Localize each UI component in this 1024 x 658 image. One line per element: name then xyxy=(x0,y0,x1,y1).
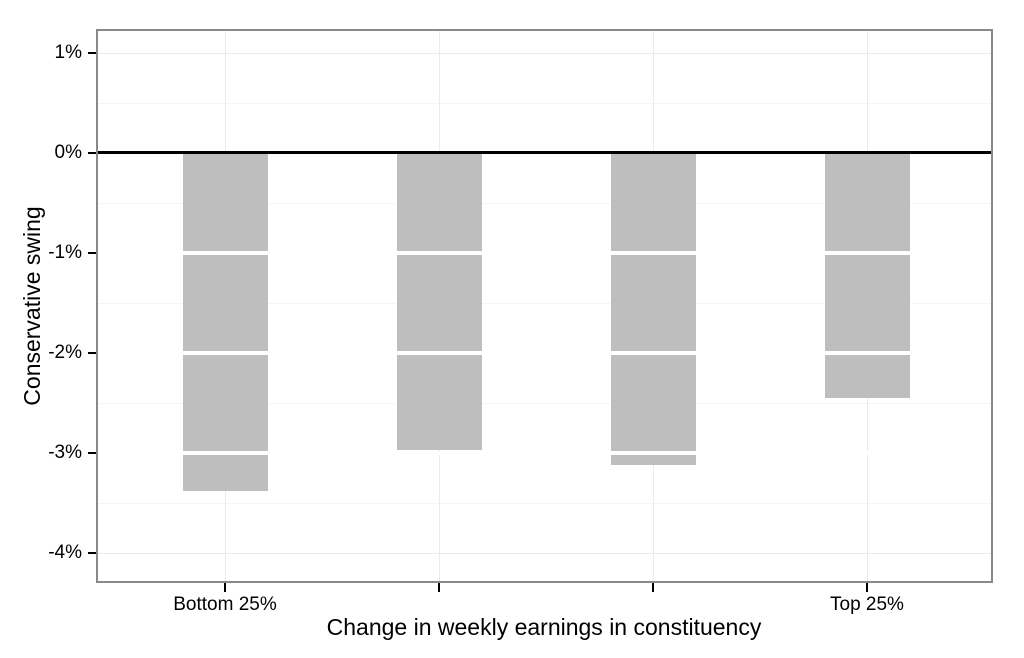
bar-4 xyxy=(824,153,910,398)
y-axis-tick-label: 0% xyxy=(54,142,82,163)
zero-line xyxy=(98,151,991,154)
overlay-layer xyxy=(98,31,991,581)
gridline-minor-horizontal xyxy=(98,403,991,404)
x-axis-title: Change in weekly earnings in constituenc… xyxy=(326,614,762,640)
gridline-major-horizontal xyxy=(98,553,991,554)
y-axis-tick-label: -2% xyxy=(48,342,82,363)
x-axis-tick xyxy=(652,583,654,592)
y-axis-tick-label: 1% xyxy=(54,42,82,63)
x-axis-tick-label: Top 25% xyxy=(830,594,904,615)
segment-divider xyxy=(98,351,991,355)
y-axis-tick xyxy=(88,252,96,254)
y-axis-tick xyxy=(88,452,96,454)
y-axis-tick-label: -3% xyxy=(48,442,82,463)
y-axis-tick xyxy=(88,152,96,154)
x-axis-tick xyxy=(866,583,868,592)
plot-panel xyxy=(96,29,993,583)
gridline-major-horizontal xyxy=(98,53,991,54)
segment-divider xyxy=(98,451,991,455)
x-axis-tick xyxy=(438,583,440,592)
x-axis-tick-label: Bottom 25% xyxy=(173,594,277,615)
bar-2 xyxy=(396,153,482,450)
x-axis-tick xyxy=(224,583,226,592)
y-axis-tick xyxy=(88,552,96,554)
gridline-minor-horizontal xyxy=(98,503,991,504)
y-axis-tick-label: -1% xyxy=(48,242,82,263)
y-axis-tick xyxy=(88,352,96,354)
y-axis-tick-label: -4% xyxy=(48,542,82,563)
bar-3 xyxy=(610,153,696,465)
bar-layer xyxy=(98,31,991,581)
gridline-minor-horizontal xyxy=(98,303,991,304)
gridline-minor-horizontal xyxy=(98,103,991,104)
y-axis-tick xyxy=(88,52,96,54)
gridline-minor-horizontal xyxy=(98,203,991,204)
bar-1 xyxy=(182,153,268,491)
segment-divider xyxy=(98,251,991,255)
y-axis-title: Conservative swing xyxy=(19,206,45,406)
